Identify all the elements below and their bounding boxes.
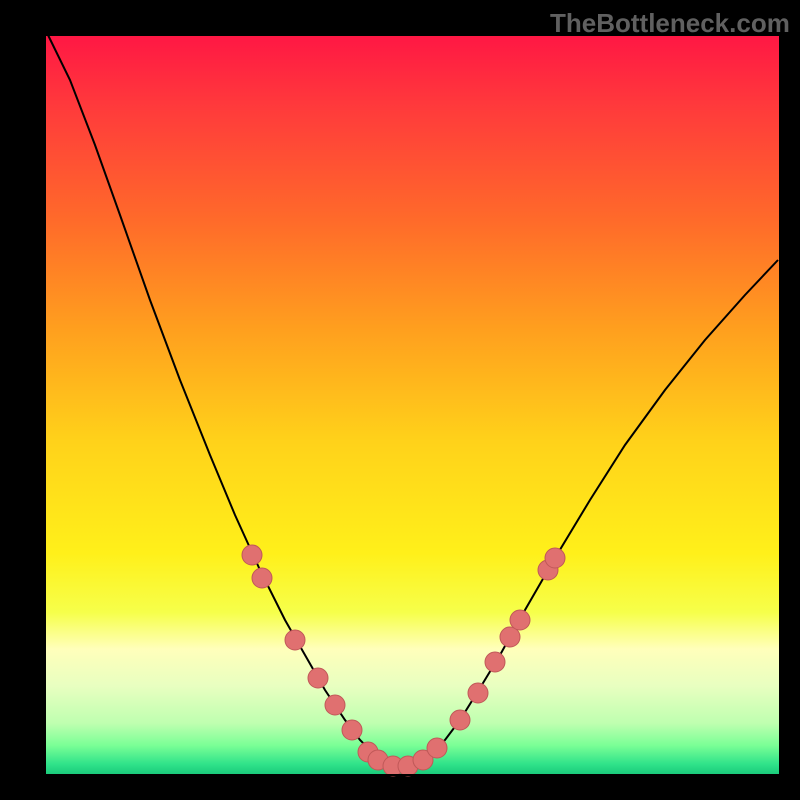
- data-marker: [325, 695, 345, 715]
- data-marker: [510, 610, 530, 630]
- data-marker: [308, 668, 328, 688]
- data-marker: [427, 738, 447, 758]
- data-marker: [342, 720, 362, 740]
- data-marker: [450, 710, 470, 730]
- watermark-text: TheBottleneck.com: [550, 8, 790, 39]
- data-marker: [485, 652, 505, 672]
- data-marker: [242, 545, 262, 565]
- data-marker: [545, 548, 565, 568]
- data-marker: [468, 683, 488, 703]
- chart-svg: [0, 0, 800, 800]
- data-marker: [285, 630, 305, 650]
- data-marker: [252, 568, 272, 588]
- plot-background: [45, 35, 780, 775]
